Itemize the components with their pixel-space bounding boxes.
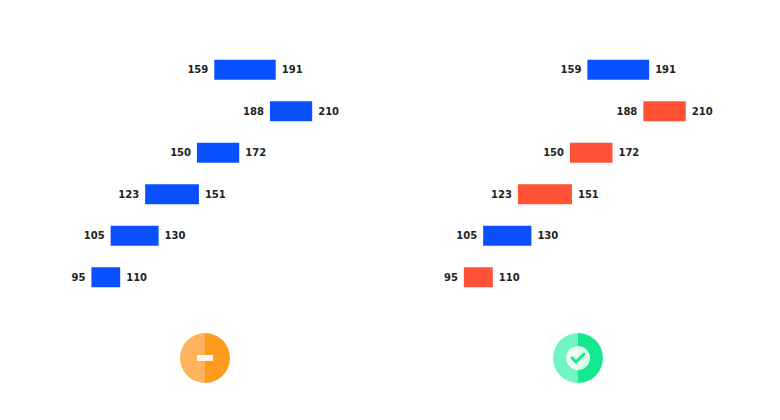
svg-text:210: 210 xyxy=(692,106,713,117)
svg-text:105: 105 xyxy=(456,230,477,241)
svg-text:95: 95 xyxy=(444,272,458,283)
svg-text:151: 151 xyxy=(205,189,226,200)
svg-text:110: 110 xyxy=(126,272,147,283)
svg-text:105: 105 xyxy=(84,230,105,241)
svg-text:130: 130 xyxy=(165,230,186,241)
svg-text:123: 123 xyxy=(491,189,512,200)
svg-text:150: 150 xyxy=(170,147,191,158)
svg-text:188: 188 xyxy=(616,106,637,117)
svg-text:191: 191 xyxy=(282,64,303,75)
svg-text:172: 172 xyxy=(618,147,639,158)
svg-text:159: 159 xyxy=(560,64,581,75)
svg-text:150: 150 xyxy=(543,147,564,158)
svg-text:110: 110 xyxy=(499,272,520,283)
svg-text:172: 172 xyxy=(245,147,266,158)
svg-text:210: 210 xyxy=(318,106,339,117)
svg-text:159: 159 xyxy=(187,64,208,75)
svg-text:123: 123 xyxy=(118,189,139,200)
svg-text:151: 151 xyxy=(578,189,599,200)
svg-text:95: 95 xyxy=(71,272,85,283)
svg-text:191: 191 xyxy=(655,64,676,75)
svg-text:130: 130 xyxy=(537,230,558,241)
svg-text:188: 188 xyxy=(243,106,264,117)
